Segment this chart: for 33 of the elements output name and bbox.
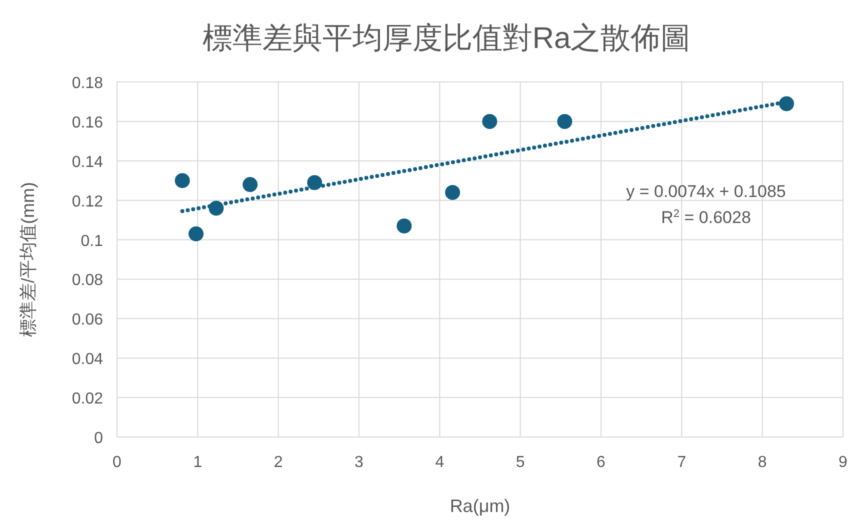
- y-tick-label: 0.1: [80, 232, 104, 250]
- point: [557, 114, 572, 129]
- x-tick-label: 5: [516, 454, 525, 471]
- point: [779, 96, 794, 112]
- x-tick-label: 4: [435, 454, 444, 471]
- y-tick-label: 0.04: [72, 351, 104, 368]
- point: [482, 114, 498, 129]
- y-tick-label: 0.12: [72, 193, 104, 210]
- x-tick-label: 2: [274, 454, 283, 471]
- annotation: y = 0.0074x + 0.1085: [626, 182, 786, 201]
- x-tick-label: 8: [758, 454, 767, 471]
- chart-title: 標準差與平均厚度比值對Ra之散佈圖: [202, 22, 691, 55]
- x-tick-label: 1: [193, 454, 202, 471]
- y-tick-label: 0.06: [72, 312, 104, 329]
- x-tick-label: 6: [596, 454, 606, 471]
- x-tick-label: 9: [838, 454, 848, 471]
- point: [188, 226, 204, 242]
- x-tick-label: 0: [112, 454, 122, 471]
- point: [445, 184, 460, 200]
- x-axis-title: Ra(μm): [450, 496, 510, 516]
- y-tick-label: 0.08: [72, 272, 104, 290]
- y-axis-title: 標準差/平均值(mm): [18, 182, 38, 337]
- x-tick-label: 7: [677, 454, 686, 471]
- point: [174, 173, 190, 188]
- y-tick-label: 0: [94, 430, 104, 447]
- y-tick-label: 0.18: [72, 75, 104, 92]
- y-tick-label: 0.16: [72, 114, 104, 132]
- point: [396, 218, 412, 234]
- point: [242, 177, 258, 192]
- y-tick-label: 0.02: [72, 390, 104, 408]
- annotation: R$^{2}$ = 0.6028: [661, 208, 751, 227]
- y-tick-label: 0.14: [72, 154, 104, 171]
- x-tick-label: 3: [354, 454, 364, 471]
